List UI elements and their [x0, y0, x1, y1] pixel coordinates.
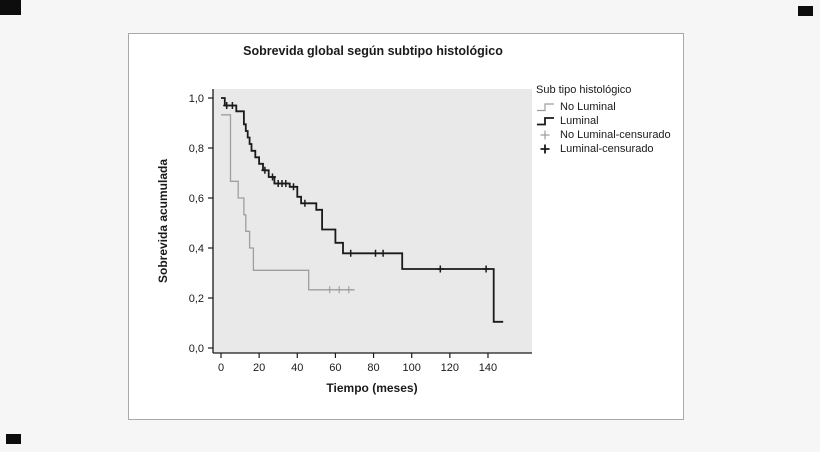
censored-marker	[345, 286, 353, 294]
legend-item: No Luminal-censurado	[536, 128, 682, 142]
corner-mark-top-left	[0, 0, 21, 15]
survival-curve-luminal	[221, 97, 504, 323]
y-tick-label: 0,0	[189, 343, 204, 355]
censored-marker	[261, 166, 269, 174]
censored-marker	[282, 180, 290, 187]
x-tick-label: 60	[329, 362, 341, 374]
y-axis-label: Sobrevida acumulada	[156, 159, 170, 283]
x-tick-label: 120	[441, 362, 459, 374]
censored-marker-icon	[540, 130, 550, 140]
legend-item-label: Luminal-censurado	[560, 143, 654, 155]
legend-title: Sub tipo histológico	[536, 84, 632, 96]
x-tick-label: 0	[218, 362, 224, 374]
corner-mark-top-right	[798, 6, 813, 16]
censored-marker	[326, 286, 334, 294]
legend-item-label: No Luminal	[560, 101, 616, 113]
censored-marker	[269, 173, 276, 181]
legend-items: No Luminal Luminal No Luminal-censurado Lum…	[536, 100, 682, 156]
censored-marker	[372, 249, 379, 257]
y-tick-label: 0,2	[189, 293, 204, 305]
censored-marker	[301, 199, 309, 207]
legend-item-label: No Luminal-censurado	[560, 129, 671, 141]
censored-marker	[436, 265, 444, 273]
y-tick-label: 0,8	[189, 143, 204, 155]
censored-marker	[482, 265, 490, 273]
x-tick-label: 140	[479, 362, 497, 374]
censored-marker	[347, 249, 355, 257]
corner-mark-bottom-left	[6, 434, 21, 444]
survival-chart: 0,0 0,2 0,4 0,6 0,8 1,0 0 20 40 60 80 100 120 140 Sob…	[156, 44, 532, 395]
survival-line-icon	[537, 117, 554, 126]
x-tick-label: 80	[367, 362, 379, 374]
survival-curve-no-luminal	[221, 114, 355, 291]
censored-marker	[379, 249, 387, 257]
x-tick-label: 20	[253, 362, 265, 374]
legend-item: Luminal-censurado	[536, 142, 682, 156]
censored-marker	[335, 286, 343, 294]
legend-item: No Luminal	[536, 100, 682, 114]
censored-marker	[290, 183, 297, 191]
censored-marker	[228, 102, 236, 109]
legend-item-label: Luminal	[560, 115, 599, 127]
x-tick-label: 40	[291, 362, 303, 374]
x-tick-label: 100	[403, 362, 421, 374]
y-tick-label: 0,6	[189, 193, 204, 205]
plot-area	[213, 89, 532, 353]
censored-marker-icon	[540, 144, 550, 154]
legend-item: Luminal	[536, 114, 682, 128]
chart-title: Sobrevida global según subtipo histológi…	[243, 44, 503, 58]
y-tick-label: 0,4	[189, 243, 204, 255]
survival-line-icon	[537, 103, 554, 112]
y-tick-label: 1,0	[189, 93, 204, 105]
legend: Sub tipo histológico No Luminal Luminal No…	[536, 84, 682, 156]
chart-panel: 0,0 0,2 0,4 0,6 0,8 1,0 0 20 40 60 80 100 120 140 Sob…	[128, 33, 684, 420]
x-axis-label: Tiempo (meses)	[326, 381, 417, 395]
